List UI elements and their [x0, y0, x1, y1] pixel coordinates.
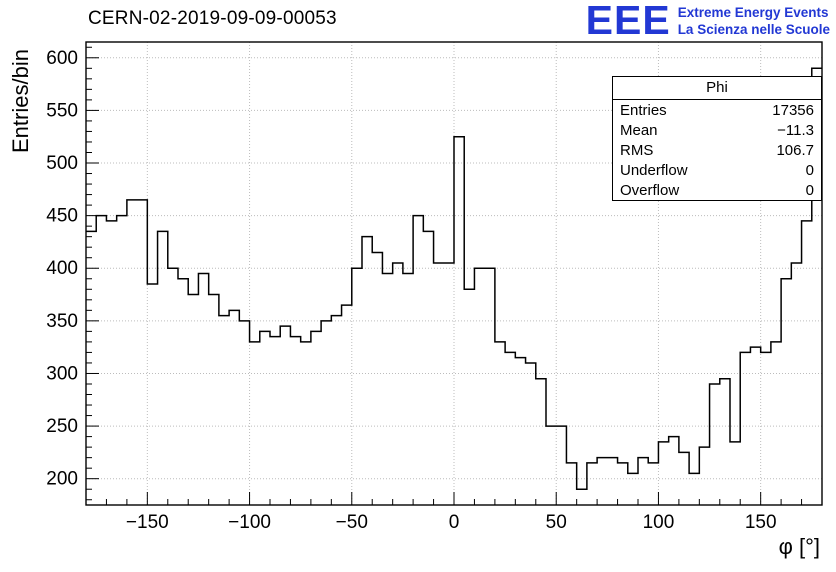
svg-text:400: 400: [46, 258, 78, 279]
eee-logo-line1: Extreme Energy Events: [677, 5, 829, 20]
y-axis-title: Entries/bin: [8, 49, 33, 153]
stats-label: Overflow: [620, 181, 680, 199]
svg-text:−50: −50: [336, 512, 368, 533]
page-title: CERN-02-2019-09-09-00053: [88, 8, 337, 29]
svg-text:200: 200: [46, 469, 78, 490]
stats-label: Underflow: [620, 161, 688, 179]
stats-box: Phi Entries 17356 Mean −11.3 RMS 106.7 U…: [612, 76, 822, 201]
svg-text:−100: −100: [228, 512, 271, 533]
svg-text:0: 0: [449, 512, 460, 533]
stats-row-rms: RMS 106.7: [613, 140, 821, 160]
svg-text:300: 300: [46, 363, 78, 384]
stats-row-entries: Entries 17356: [613, 100, 821, 120]
stats-box-title: Phi: [613, 77, 821, 100]
stats-value: 0: [805, 181, 814, 199]
svg-text:550: 550: [46, 100, 78, 121]
eee-logo-acronym: EEE: [585, 0, 671, 43]
eee-logo: EEE Extreme Energy Events La Scienza nel…: [585, 0, 830, 43]
svg-text:350: 350: [46, 311, 78, 332]
svg-text:100: 100: [643, 512, 675, 533]
eee-logo-line2: La Scienza nelle Scuole: [677, 22, 830, 37]
stats-row-underflow: Underflow 0: [613, 160, 821, 180]
svg-text:450: 450: [46, 206, 78, 227]
svg-text:250: 250: [46, 416, 78, 437]
stats-value: 106.7: [776, 141, 814, 159]
stats-label: Entries: [620, 101, 667, 119]
stats-label: RMS: [620, 141, 654, 159]
svg-text:150: 150: [745, 512, 777, 533]
svg-text:50: 50: [546, 512, 567, 533]
eee-logo-text: Extreme Energy Events La Scienza nelle S…: [678, 2, 830, 38]
stats-value: 17356: [772, 101, 814, 119]
svg-text:500: 500: [46, 153, 78, 174]
stats-label: Mean: [620, 121, 658, 139]
stats-value: −11.3: [777, 121, 814, 139]
stats-row-mean: Mean −11.3: [613, 120, 821, 140]
svg-text:−150: −150: [126, 512, 169, 533]
svg-text:600: 600: [46, 48, 78, 69]
x-axis-title: φ [°]: [778, 534, 820, 559]
stats-row-overflow: Overflow 0: [613, 180, 821, 200]
stats-value: 0: [805, 161, 814, 179]
